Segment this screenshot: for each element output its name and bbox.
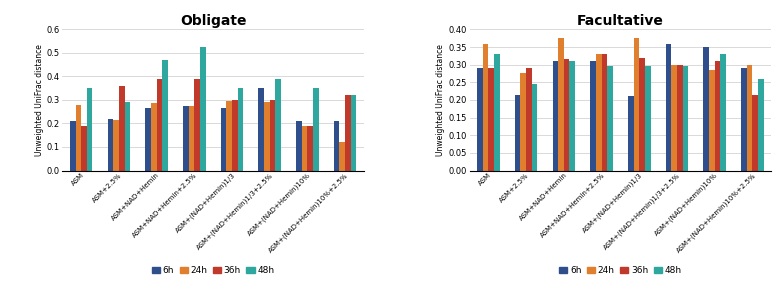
Bar bbox=[81, 126, 86, 171]
Bar bbox=[232, 100, 238, 171]
Bar bbox=[552, 61, 559, 171]
Bar bbox=[682, 66, 689, 171]
Bar bbox=[747, 65, 753, 171]
Bar bbox=[677, 65, 682, 171]
Bar bbox=[758, 79, 763, 171]
Bar bbox=[86, 88, 93, 171]
Bar bbox=[227, 101, 232, 171]
Title: Obligate: Obligate bbox=[180, 14, 246, 28]
Bar bbox=[569, 61, 575, 171]
Bar bbox=[703, 47, 709, 171]
Legend: 6h, 24h, 36h, 48h: 6h, 24h, 36h, 48h bbox=[555, 263, 686, 279]
Bar bbox=[709, 70, 714, 171]
Bar bbox=[488, 68, 494, 171]
Bar bbox=[532, 84, 538, 171]
Bar bbox=[564, 59, 569, 171]
Bar bbox=[308, 126, 313, 171]
Bar bbox=[264, 102, 270, 171]
Bar bbox=[345, 95, 351, 171]
Bar bbox=[194, 79, 200, 171]
Bar bbox=[334, 121, 340, 171]
Bar bbox=[526, 68, 532, 171]
Bar bbox=[70, 121, 76, 171]
Bar bbox=[633, 38, 640, 171]
Bar bbox=[351, 95, 357, 171]
Bar bbox=[671, 65, 677, 171]
Bar bbox=[183, 106, 189, 171]
Bar bbox=[108, 119, 113, 171]
Bar bbox=[145, 108, 151, 171]
Bar bbox=[714, 61, 721, 171]
Bar bbox=[640, 58, 645, 171]
Bar bbox=[601, 54, 607, 171]
Bar bbox=[296, 121, 301, 171]
Bar bbox=[645, 66, 650, 171]
Bar bbox=[157, 79, 162, 171]
Y-axis label: Unweighted UniFrac distance: Unweighted UniFrac distance bbox=[436, 44, 446, 156]
Bar bbox=[483, 44, 488, 171]
Bar bbox=[596, 54, 601, 171]
Bar bbox=[113, 120, 119, 171]
Bar bbox=[275, 79, 281, 171]
Y-axis label: Unweighted UniFrac distance: Unweighted UniFrac distance bbox=[34, 44, 44, 156]
Bar bbox=[76, 105, 81, 171]
Legend: 6h, 24h, 36h, 48h: 6h, 24h, 36h, 48h bbox=[148, 263, 278, 279]
Bar bbox=[753, 95, 758, 171]
Bar bbox=[270, 100, 275, 171]
Bar bbox=[340, 142, 345, 171]
Bar bbox=[189, 106, 194, 171]
Bar bbox=[313, 88, 319, 171]
Bar bbox=[301, 126, 308, 171]
Bar bbox=[628, 96, 633, 171]
Bar bbox=[665, 44, 671, 171]
Bar bbox=[520, 74, 526, 171]
Bar bbox=[200, 47, 206, 171]
Bar bbox=[515, 95, 520, 171]
Bar bbox=[125, 102, 130, 171]
Bar bbox=[494, 54, 499, 171]
Bar bbox=[220, 108, 227, 171]
Bar bbox=[151, 103, 157, 171]
Bar bbox=[238, 88, 243, 171]
Bar bbox=[477, 68, 483, 171]
Bar bbox=[119, 86, 125, 171]
Bar bbox=[741, 68, 747, 171]
Bar bbox=[162, 60, 168, 171]
Bar bbox=[607, 66, 613, 171]
Title: Facultative: Facultative bbox=[577, 14, 664, 28]
Bar bbox=[721, 54, 726, 171]
Bar bbox=[559, 38, 564, 171]
Bar bbox=[590, 61, 596, 171]
Bar bbox=[259, 88, 264, 171]
